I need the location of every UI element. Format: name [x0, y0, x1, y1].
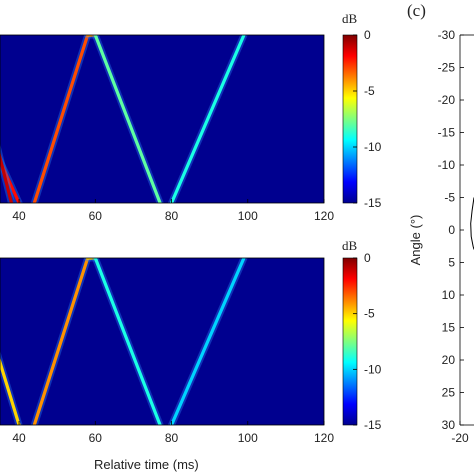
y-tick-label: 5: [448, 256, 455, 270]
x-tick-label: 120: [314, 209, 334, 223]
panel-b: 40 60 80 100 120 Relative time (ms): [0, 257, 334, 472]
y-tick-label: -5: [444, 191, 455, 205]
track-line: [169, 35, 246, 203]
y-tick-label: -10: [438, 158, 456, 172]
heatmap-a-background: [0, 35, 324, 203]
colorbar-tick-label: -15: [364, 196, 382, 210]
heatmap-a-tracks: [0, 35, 248, 203]
panel-c-series-line: [470, 197, 474, 250]
heatmap-b-tracks: [0, 258, 248, 425]
y-tick-label: -15: [438, 126, 456, 140]
track-line: [169, 258, 246, 425]
x-tick-label: 60: [89, 431, 103, 445]
track-line: [0, 356, 21, 425]
x-tick-label: 80: [165, 431, 179, 445]
heatmap-b-frame: [0, 257, 325, 426]
colorbar-b-title: dB: [342, 238, 358, 253]
heatmap-b-x-axis: 40 60 80 100 120: [12, 421, 334, 445]
panel-a: 40 60 80 100 120: [0, 34, 334, 223]
colorbar-b-gradient: [342, 257, 358, 426]
x-tick-label: 100: [238, 431, 258, 445]
y-tick-label: 25: [442, 386, 456, 400]
colorbar-tick-label: -10: [364, 362, 382, 376]
panel-c-label: (c): [407, 1, 426, 20]
x-tick-label: -20: [451, 431, 469, 445]
y-tick-label: 30: [442, 418, 456, 432]
x-tick-label: 100: [238, 209, 258, 223]
colorbar-tick-label: -10: [364, 140, 382, 154]
track-line: [32, 35, 90, 203]
colorbar-tick-label: 0: [364, 28, 371, 42]
x-tick-label: 120: [314, 431, 334, 445]
y-tick-label: 15: [442, 321, 456, 335]
track-line: [93, 35, 162, 203]
colorbar-tick-label: 0: [364, 251, 371, 265]
y-tick-label: -30: [438, 28, 456, 42]
colorbar-a-title: dB: [342, 11, 358, 26]
colorbar-a-ticks: 0 -5 -10 -15: [353, 28, 382, 210]
y-tick-label: 10: [442, 288, 456, 302]
track-line: [93, 258, 162, 425]
track-line: [0, 151, 14, 203]
heatmap-b-background: [0, 258, 324, 425]
x-tick-label: 40: [12, 209, 26, 223]
panel-c-y-axis-ticks: -30 -25 -20 -15 -10 -5 0 5 10 15 20 25 30: [438, 28, 464, 432]
colorbar-b-ticks: 0 -5 -10 -15: [353, 251, 382, 432]
track-line: [0, 157, 21, 203]
colorbar-tick-label: -5: [364, 307, 375, 321]
heatmap-a-frame: [0, 34, 325, 204]
y-tick-label: 0: [448, 223, 455, 237]
colorbar-tick-label: -5: [364, 84, 375, 98]
panel-c-y-axis-label: Angle (°): [408, 215, 423, 266]
colorbar-a-gradient: [342, 34, 358, 204]
colorbar-a: dB 0 -5 -10 -15: [342, 11, 382, 210]
panel-c-x-axis-ticks: -20: [451, 421, 469, 445]
colorbar-tick-label: -15: [364, 418, 382, 432]
colorbar-b: dB 0 -5 -10 -15: [342, 238, 382, 432]
y-tick-label: -20: [438, 93, 456, 107]
x-tick-label: 60: [89, 209, 103, 223]
y-tick-label: -25: [438, 61, 456, 75]
x-tick-label: 80: [165, 209, 179, 223]
panel-c: (c) Angle (°) -30 -25 -20 -15 -10 -5 0 5 10 15 20 2…: [407, 1, 474, 445]
y-tick-label: 20: [442, 353, 456, 367]
heatmap-a-x-axis: 40 60 80 100 120: [12, 199, 334, 223]
track-line: [32, 258, 90, 425]
x-tick-label: 40: [12, 431, 26, 445]
heatmap-b-x-axis-label: Relative time (ms): [94, 457, 199, 472]
